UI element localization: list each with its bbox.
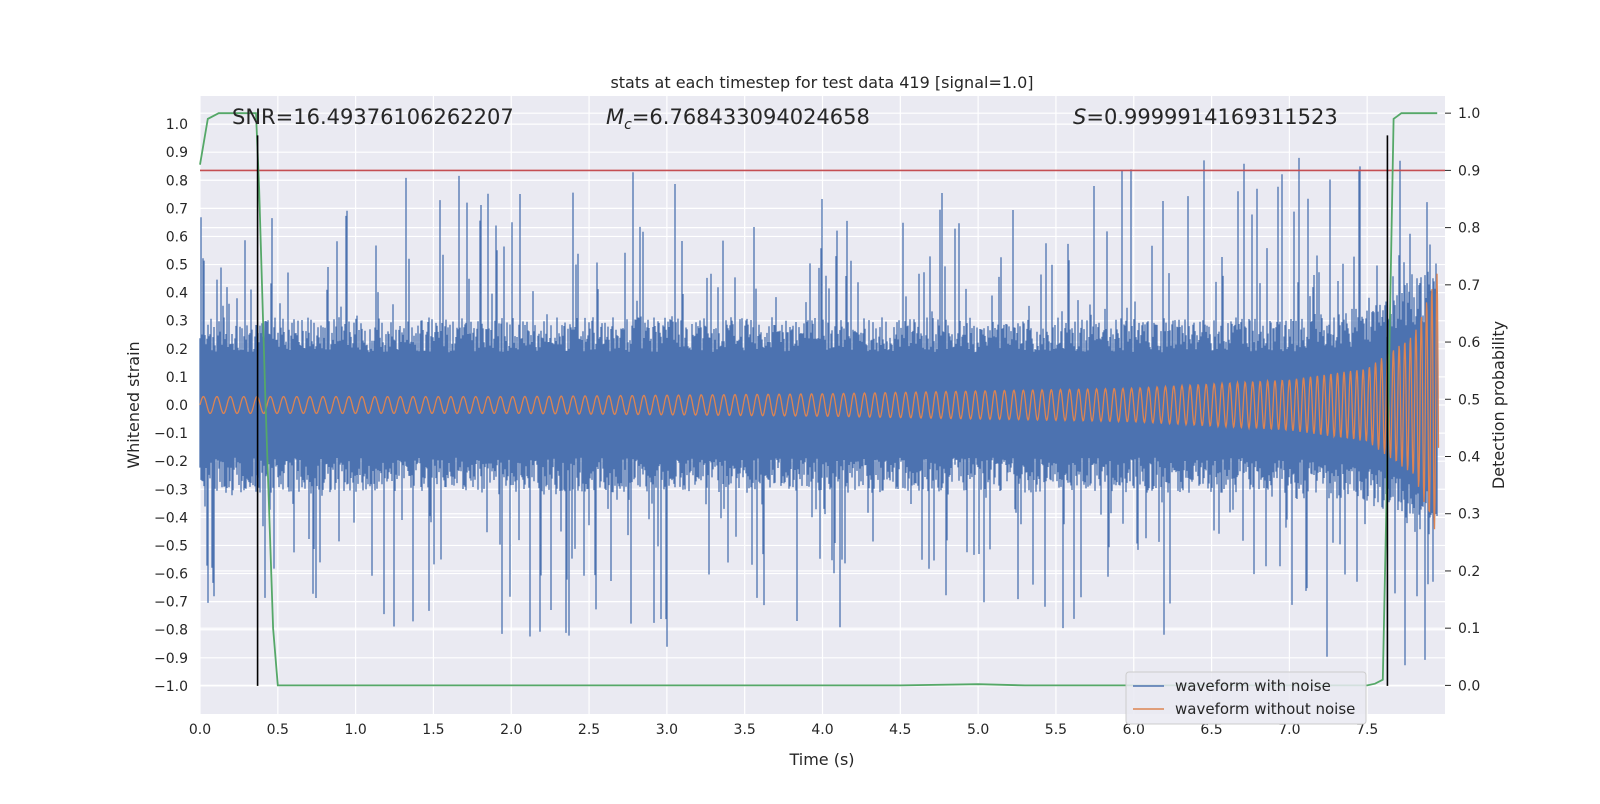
y-tick-label: 0.8 [166,173,188,189]
y2-axis-label: Detection probability [1489,321,1508,489]
y-tick-label: −0.1 [154,426,188,442]
chirp-mass-value: =6.768433094024658 [632,105,870,129]
score-value: =0.9999914169311523 [1086,105,1337,129]
x-tick-label: 1.0 [344,722,366,738]
x-tick-label: 5.5 [1045,722,1067,738]
y-tick-label: −0.5 [154,538,188,554]
y-tick-label: −0.9 [154,651,188,667]
y-tick-label: 0.2 [166,342,188,358]
y-tick-label: −0.6 [154,567,188,583]
score-symbol: S [1073,105,1086,129]
y2-tick-label: 0.5 [1458,392,1480,408]
x-tick-label: 3.0 [656,722,678,738]
chirp-mass-symbol: M [606,105,624,129]
x-tick-label: 6.5 [1200,722,1222,738]
legend-label-noise: waveform with noise [1175,677,1331,695]
x-axis-label: Time (s) [788,750,854,769]
y2-tick-label: 0.9 [1458,163,1480,179]
x-tick-label: 2.5 [578,722,600,738]
x-tick-label: 7.5 [1356,722,1378,738]
y2-tick-label: 0.2 [1458,564,1480,580]
y2-tick-label: 0.4 [1458,450,1480,466]
chart-title: stats at each timestep for test data 419… [610,73,1033,92]
x-tick-label: 1.5 [422,722,444,738]
y2-tick-label: 0.1 [1458,621,1480,637]
legend-label-clean: waveform without noise [1175,700,1355,718]
x-tick-label: 0.0 [189,722,211,738]
annotation-chirp-mass: Mc=6.768433094024658 [606,105,870,133]
x-tick-label: 6.0 [1123,722,1145,738]
y2-tick-label: 0.8 [1458,221,1480,237]
clean-waveform-line [199,273,1440,530]
y-tick-label: 0.9 [166,145,188,161]
x-tick-label: 0.5 [267,722,289,738]
y2-tick-label: 1.0 [1458,106,1480,122]
y2-tick-label: 0.7 [1458,278,1480,294]
y2-tick-label: 0.6 [1458,335,1480,351]
y-tick-label: −0.3 [154,482,188,498]
y-tick-label: −0.2 [154,454,188,470]
annotation-score: S=0.9999914169311523 [1073,105,1338,129]
series-waveform-without-noise [199,273,1440,530]
annotation-snr: SNR=16.49376106262207 [232,105,514,129]
y-tick-label: 0.4 [166,286,188,302]
y-tick-label: 0.6 [166,229,188,245]
y-tick-label: 1.0 [166,117,188,133]
x-tick-label: 7.0 [1278,722,1300,738]
y-tick-label: −1.0 [154,679,188,695]
y2-tick-label: 0.0 [1458,678,1480,694]
detection-probability-line [199,112,1438,687]
series-overlay [199,112,1445,687]
y-tick-label: 0.0 [166,398,188,414]
y-tick-label: 0.7 [166,201,188,217]
y-axis-label: Whitened strain [124,341,143,468]
x-tick-label: 3.5 [734,722,756,738]
legend-box [1125,671,1367,725]
x-tick-label: 5.0 [967,722,989,738]
chirp-mass-subscript: c [624,117,632,133]
axes: 0.0 0.5 1.0 1.5 2.0 2.5 3.0 3.5 4.0 4.5 5.0 5.5 6.0 6… [154,106,1480,738]
y-tick-label: −0.8 [154,623,188,639]
x-tick-label: 4.0 [811,722,833,738]
x-tick-label: 4.5 [889,722,911,738]
y2-tick-label: 0.3 [1458,507,1480,523]
y-tick-label: 0.5 [166,258,188,274]
y-tick-label: −0.7 [154,595,188,611]
y-tick-label: −0.4 [154,510,188,526]
y-tick-label: 0.1 [166,370,188,386]
x-tick-label: 2.0 [500,722,522,738]
y-tick-label: 0.3 [166,314,188,330]
legend: waveform with noise waveform without noi… [1125,671,1367,725]
